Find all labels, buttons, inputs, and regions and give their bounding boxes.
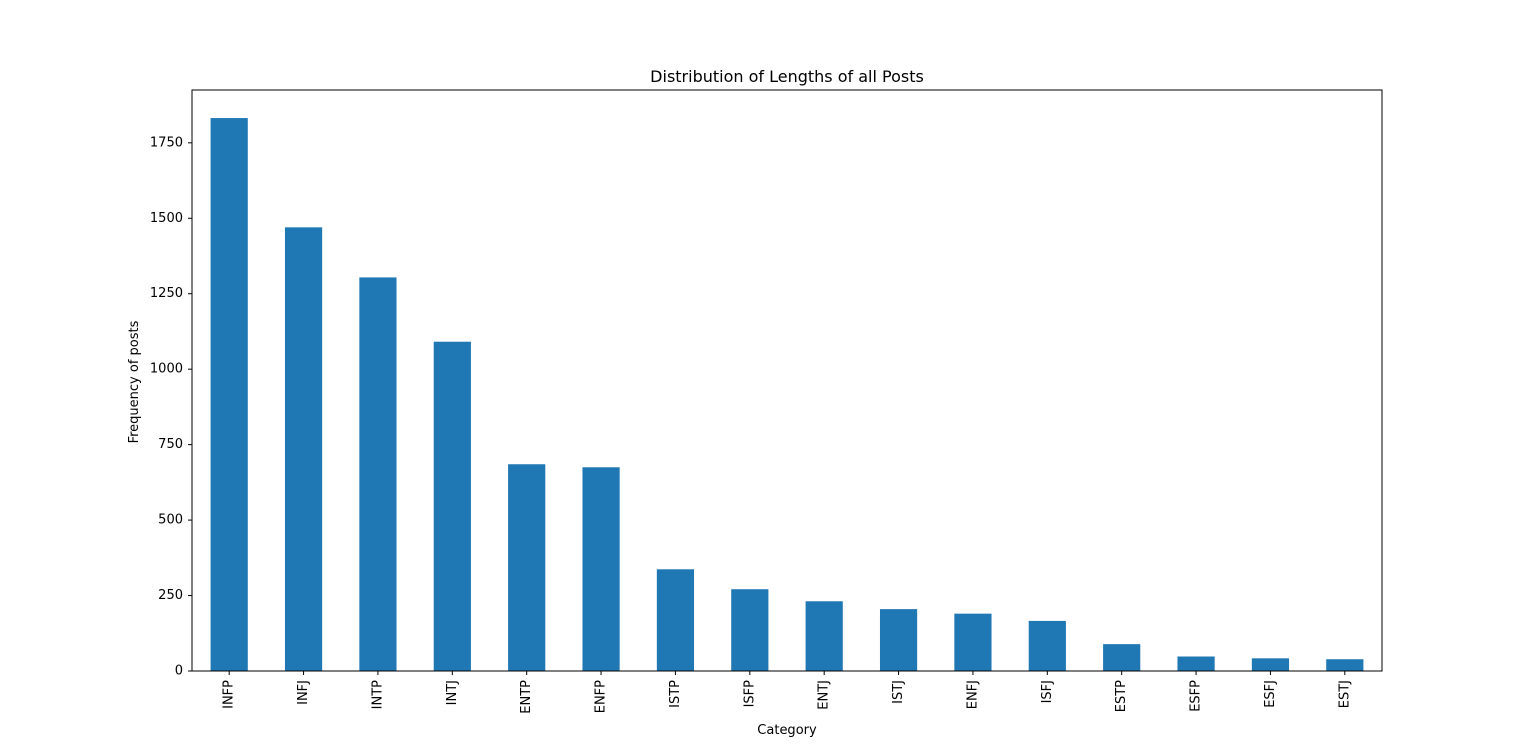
bar-enfp [582,467,620,671]
x-tick-label: ESTJ [1337,680,1352,708]
bar-intp [359,277,397,671]
plot-frame [191,89,1383,672]
x-tick-label: ESFJ [1263,680,1278,708]
y-tick-label: 0 [175,664,183,679]
y-axis: 0 250 500 750 1000 1250 1500 1750 [150,135,192,679]
y-tick-label: 1250 [150,286,183,301]
y-tick-label: 750 [158,437,183,452]
bar-infp [210,118,248,671]
x-tick-label: ENTJ [817,680,832,710]
y-axis-label: Frequency of posts [127,320,142,443]
x-tick-label: INFJ [296,680,311,705]
bar-infj [284,227,323,671]
bar-enfj [954,613,992,671]
y-tick-label: 500 [158,513,183,528]
bar-istp [656,569,695,671]
x-tick-label: ENFP [594,680,609,713]
x-tick-label: INFP [222,680,237,709]
bars-group [210,118,1364,671]
x-tick-label: ESTP [1114,680,1129,712]
y-tick-label: 250 [158,588,183,603]
x-axis: INFP INFJ INTP INTJ ENTP ENFP ISTP ISFP ENTJ ISTJ… [222,671,1352,714]
y-tick-label: 1750 [150,135,183,150]
bar-entj [805,601,843,671]
bar-estj [1326,659,1364,671]
x-tick-label: INTP [370,680,385,709]
chart-title: Distribution of Lengths of all Posts [650,67,924,86]
bar-isfj [1028,620,1066,671]
x-axis-label: Category [757,723,817,738]
bar-esfp [1177,656,1215,671]
bar-istj [879,609,918,671]
x-tick-label: ISFP [742,680,757,708]
x-tick-label: ISTP [668,680,683,708]
x-tick-label: ENTP [519,680,534,714]
bar-entp [508,464,546,671]
y-tick-label: 1000 [150,362,183,377]
x-tick-label: INTJ [445,680,460,705]
y-tick-label: 1500 [150,211,183,226]
x-tick-label: ISTJ [891,680,906,704]
x-tick-label: ISFJ [1040,680,1055,703]
x-tick-label: ENFJ [965,680,980,709]
bar-intj [433,341,471,671]
bar-esfj [1251,658,1290,671]
bar-isfp [731,589,769,671]
bar-estp [1103,644,1141,671]
x-tick-label: ESFP [1189,680,1204,712]
